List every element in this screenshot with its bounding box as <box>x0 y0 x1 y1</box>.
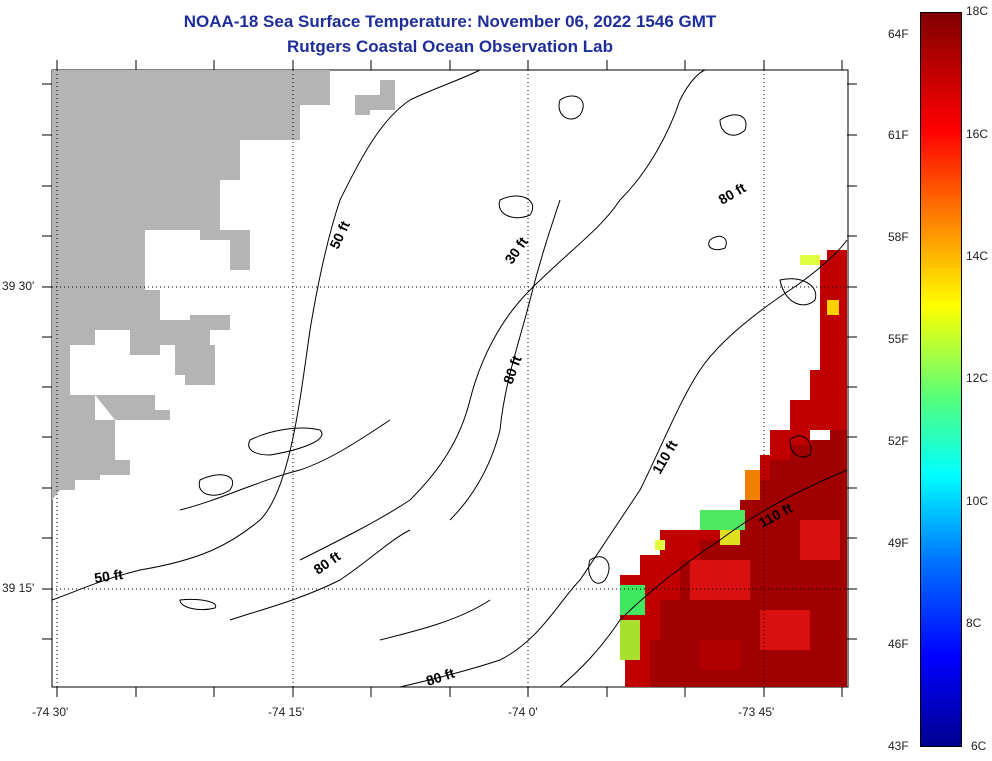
longitude-label: -73 45' <box>738 705 775 719</box>
temperature-colorbar <box>920 12 962 747</box>
colorbar-fahrenheit-label: 43F <box>888 739 909 753</box>
longitude-label: -74 15' <box>268 705 305 719</box>
colorbar-fahrenheit-label: 52F <box>888 434 909 448</box>
map-subtitle: Rutgers Coastal Ocean Observation Lab <box>287 37 613 56</box>
colorbar-fahrenheit-label: 55F <box>888 332 909 346</box>
colorbar-fahrenheit-label: 58F <box>888 230 909 244</box>
colorbar-celsius-label: 10C <box>966 494 989 508</box>
colorbar-fahrenheit-label: 49F <box>888 536 909 550</box>
colorbar-fahrenheit-label: 46F <box>888 637 909 651</box>
contour-label: 50 ft <box>93 566 124 586</box>
longitude-label: -74 0' <box>508 705 538 719</box>
colorbar-celsius-label: 6C <box>971 739 987 753</box>
land-mass <box>52 70 395 500</box>
depth-contours <box>51 69 848 688</box>
colorbar-fahrenheit-label: 61F <box>888 128 909 142</box>
colorbar-fahrenheit-label: 64F <box>888 27 909 41</box>
axis-ticks <box>42 60 857 697</box>
colorbar-celsius-label: 14C <box>966 249 989 263</box>
colorbar-celsius-label: 8C <box>966 616 982 630</box>
latitude-label: 39 30' <box>2 279 35 293</box>
longitude-label: -74 30' <box>32 705 69 719</box>
colorbar-celsius-label: 16C <box>966 127 989 141</box>
colorbar-celsius-label: 12C <box>966 371 989 385</box>
map-title: NOAA-18 Sea Surface Temperature: Novembe… <box>183 12 717 31</box>
latitude-label: 39 15' <box>2 581 35 595</box>
sst-data-field <box>620 250 847 687</box>
graticule <box>52 70 847 687</box>
colorbar-celsius-label: 18C <box>966 4 989 18</box>
